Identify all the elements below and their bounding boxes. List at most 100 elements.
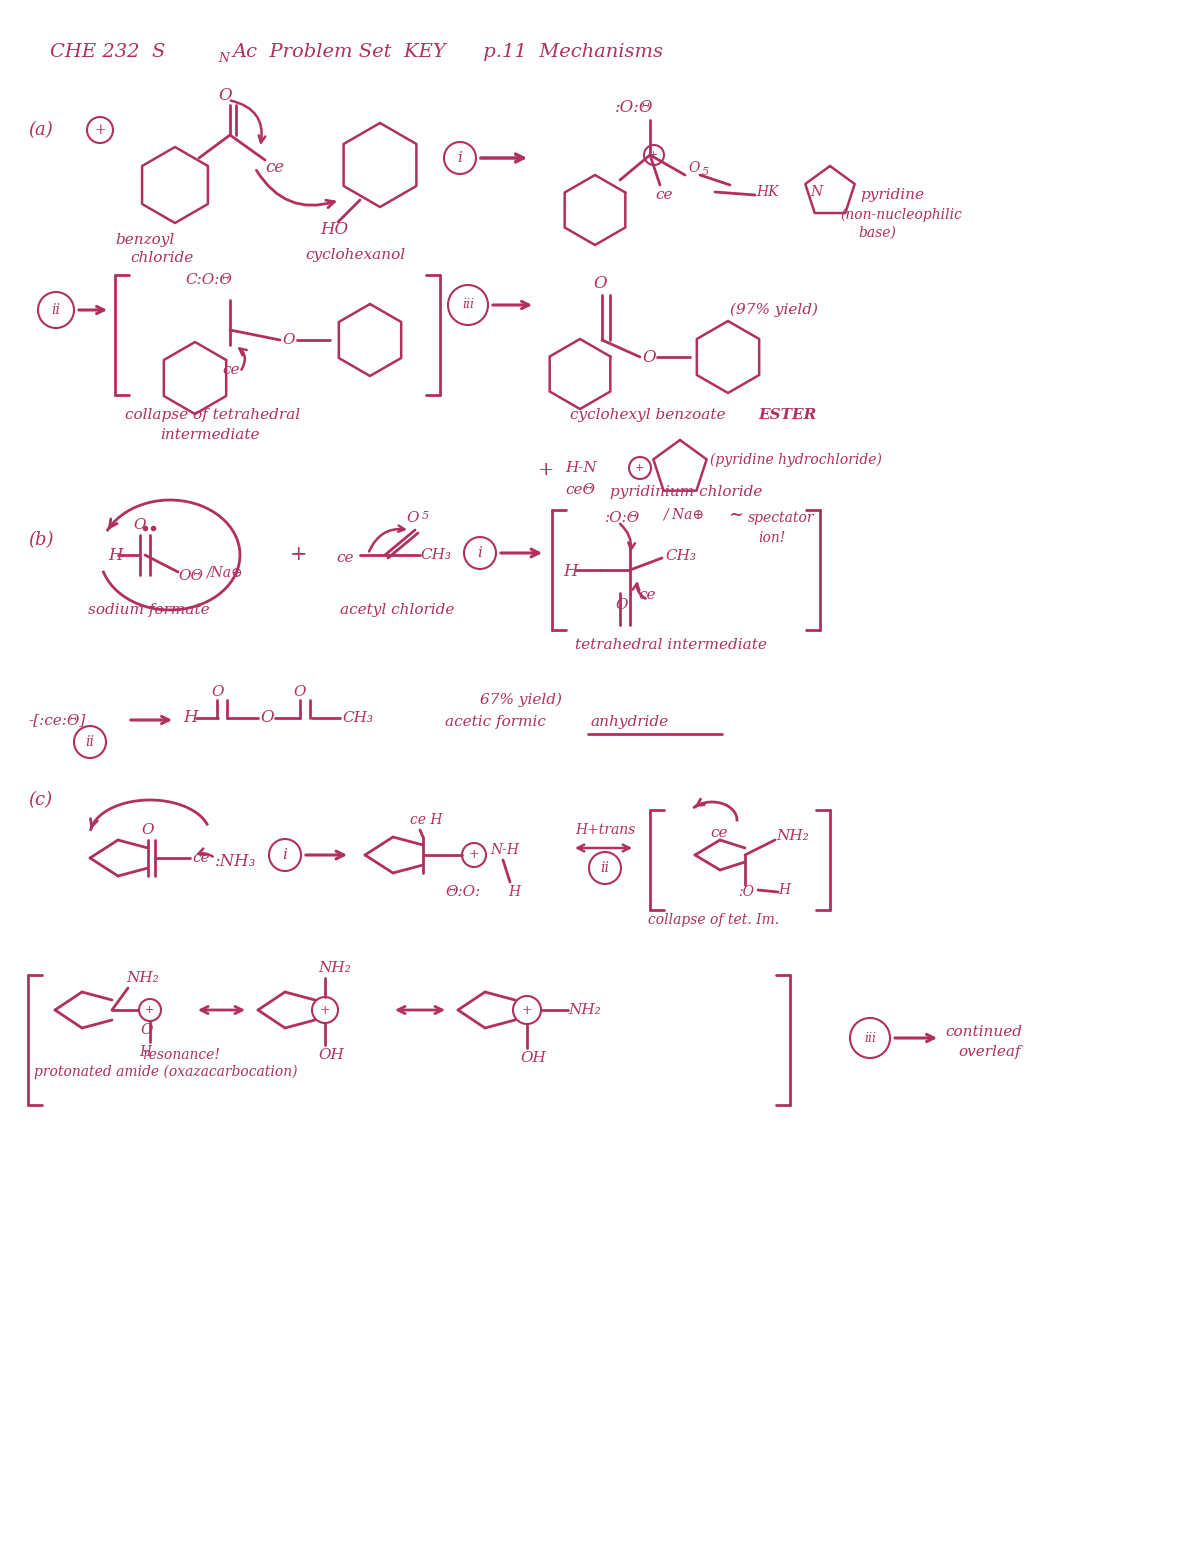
Text: spectator: spectator	[748, 511, 815, 525]
Text: NH₂: NH₂	[318, 961, 350, 975]
Text: pyridinium chloride: pyridinium chloride	[610, 485, 762, 499]
Text: O: O	[593, 275, 607, 292]
Text: NH₂: NH₂	[568, 1003, 601, 1017]
Text: OH: OH	[520, 1051, 546, 1065]
Text: H: H	[108, 547, 122, 564]
Text: Ac  Problem Set  KEY      p.11  Mechanisms: Ac Problem Set KEY p.11 Mechanisms	[232, 43, 662, 61]
Text: O: O	[616, 598, 629, 612]
Text: tetrahedral intermediate: tetrahedral intermediate	[575, 638, 767, 652]
Text: HO: HO	[320, 222, 348, 239]
Text: O: O	[294, 685, 306, 699]
Text: acetic formic: acetic formic	[445, 714, 546, 728]
Text: O: O	[688, 162, 700, 175]
Text: ce: ce	[638, 589, 655, 603]
Text: OΘ: OΘ	[178, 568, 203, 582]
Text: +: +	[469, 848, 479, 862]
Text: CHE 232  S: CHE 232 S	[50, 43, 166, 61]
Text: ce H: ce H	[410, 814, 443, 828]
Text: i: i	[478, 547, 482, 561]
Text: ce: ce	[336, 551, 354, 565]
Text: ~: ~	[728, 506, 743, 523]
Text: N: N	[218, 51, 229, 65]
Text: +: +	[94, 123, 106, 137]
Text: CH₃: CH₃	[665, 550, 696, 564]
Text: benzoyl: benzoyl	[115, 233, 174, 247]
Text: NH₂: NH₂	[126, 971, 158, 985]
Text: H: H	[139, 1045, 151, 1059]
Text: :O: :O	[738, 885, 754, 899]
Text: N: N	[810, 185, 822, 199]
Text: H-N: H-N	[565, 461, 596, 475]
Text: /Na⊕: /Na⊕	[206, 565, 242, 579]
Text: ce: ce	[222, 363, 240, 377]
Text: ce: ce	[710, 826, 727, 840]
Text: O: O	[218, 87, 232, 104]
Text: sodium formate: sodium formate	[88, 603, 210, 617]
Text: ce: ce	[192, 851, 210, 865]
Text: continued: continued	[946, 1025, 1022, 1039]
Text: H: H	[563, 564, 577, 581]
Text: :O:Θ: :O:Θ	[616, 99, 654, 116]
Text: iii: iii	[462, 298, 474, 312]
Text: H+trans: H+trans	[575, 823, 635, 837]
Text: H: H	[778, 884, 790, 898]
Text: (b): (b)	[28, 531, 54, 550]
Text: overleaf: overleaf	[958, 1045, 1021, 1059]
Text: O: O	[407, 511, 419, 525]
Text: 67% yield): 67% yield)	[480, 693, 562, 707]
Text: anhydride: anhydride	[590, 714, 668, 728]
Text: O: O	[142, 823, 155, 837]
Text: pyridine: pyridine	[860, 188, 924, 202]
Text: +: +	[635, 463, 644, 474]
Text: O: O	[282, 332, 294, 346]
Text: CH₃: CH₃	[342, 711, 373, 725]
Text: O: O	[260, 710, 274, 727]
Text: resonance!: resonance!	[142, 1048, 220, 1062]
Text: ii: ii	[600, 860, 610, 874]
Text: C:O:Θ: C:O:Θ	[185, 273, 232, 287]
Text: +: +	[522, 1003, 533, 1017]
Text: (non-nucleophilic: (non-nucleophilic	[840, 208, 962, 222]
Text: ESTER: ESTER	[758, 408, 816, 422]
Text: / Na⊕: / Na⊕	[662, 508, 704, 522]
Text: collapse of tet. Im.: collapse of tet. Im.	[648, 913, 779, 927]
Text: (a): (a)	[28, 121, 53, 140]
Text: ii: ii	[52, 303, 60, 317]
Text: +: +	[290, 545, 307, 564]
Text: 5: 5	[702, 168, 709, 177]
Text: ion!: ion!	[758, 531, 785, 545]
Text: cyclohexanol: cyclohexanol	[305, 248, 406, 262]
Text: O: O	[642, 348, 655, 365]
Text: H: H	[182, 710, 198, 727]
Text: +: +	[649, 151, 659, 160]
Text: HK: HK	[756, 185, 779, 199]
Text: +: +	[145, 1005, 155, 1016]
Text: (c): (c)	[28, 790, 52, 809]
Text: base): base)	[858, 227, 896, 241]
Text: 5: 5	[422, 511, 430, 520]
Text: OH: OH	[318, 1048, 343, 1062]
Text: NH₂: NH₂	[776, 829, 809, 843]
Text: chloride: chloride	[130, 252, 193, 266]
Text: acetyl chloride: acetyl chloride	[340, 603, 455, 617]
Text: -[:ce:Θ]: -[:ce:Θ]	[28, 713, 85, 727]
Text: (97% yield): (97% yield)	[730, 303, 818, 317]
Text: O: O	[211, 685, 224, 699]
Text: :NH₃: :NH₃	[215, 854, 257, 871]
Text: (pyridine hydrochloride): (pyridine hydrochloride)	[710, 453, 882, 467]
Text: :O:Θ: :O:Θ	[605, 511, 641, 525]
Text: cyclohexyl benzoate: cyclohexyl benzoate	[570, 408, 726, 422]
Text: ii: ii	[85, 735, 95, 749]
Text: intermediate: intermediate	[160, 429, 259, 443]
Text: Θ:O:: Θ:O:	[445, 885, 480, 899]
Text: ce: ce	[265, 160, 284, 177]
Text: N-H: N-H	[490, 843, 520, 857]
Text: protonated amide (oxazacarbocation): protonated amide (oxazacarbocation)	[34, 1065, 298, 1079]
Text: collapse of tetrahedral: collapse of tetrahedral	[125, 408, 300, 422]
Text: i: i	[282, 848, 288, 862]
Text: i: i	[457, 151, 462, 165]
Text: iii: iii	[864, 1031, 876, 1045]
Text: +: +	[319, 1003, 330, 1017]
Text: O: O	[140, 1023, 152, 1037]
Text: ce: ce	[655, 188, 672, 202]
